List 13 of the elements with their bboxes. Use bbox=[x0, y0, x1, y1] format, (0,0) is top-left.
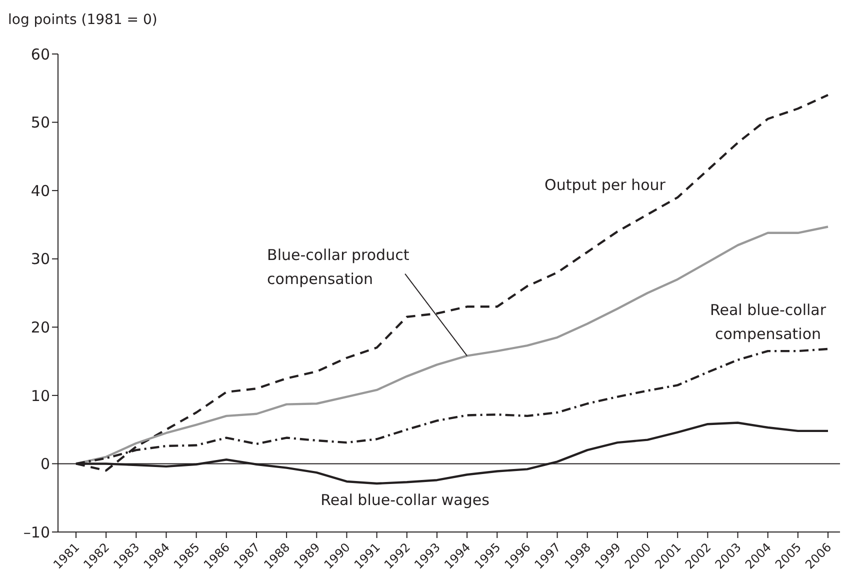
y-axis-title: log points (1981 = 0) bbox=[8, 11, 158, 30]
y-tick-label: 20 bbox=[30, 318, 50, 336]
annotation: Real blue-collar compensation bbox=[710, 300, 826, 345]
annotation: Output per hour bbox=[544, 175, 666, 196]
y-tick-label: 10 bbox=[30, 386, 50, 405]
y-tick-label: 40 bbox=[30, 182, 50, 200]
y-tick-label: 30 bbox=[30, 250, 50, 268]
y-tick-label: 0 bbox=[40, 455, 50, 474]
annotation: Blue-collar product compensation bbox=[267, 246, 410, 288]
annotation: Real blue-collar wages bbox=[320, 490, 490, 511]
y-tick-label: 60 bbox=[30, 45, 50, 64]
y-tick-label: 50 bbox=[30, 114, 50, 132]
y-tick-label: –10 bbox=[23, 523, 50, 542]
